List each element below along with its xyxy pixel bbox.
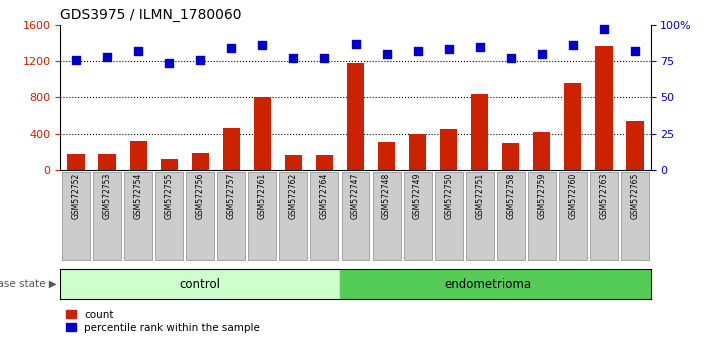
FancyBboxPatch shape — [373, 172, 400, 260]
Point — [164, 60, 175, 65]
Point — [70, 57, 82, 62]
Text: GSM572753: GSM572753 — [102, 173, 112, 219]
Text: GDS3975 / ILMN_1780060: GDS3975 / ILMN_1780060 — [60, 8, 242, 22]
Text: disease state ▶: disease state ▶ — [0, 279, 57, 289]
Bar — [409, 133, 426, 170]
Bar — [285, 155, 302, 170]
Bar — [340, 269, 651, 299]
FancyBboxPatch shape — [93, 172, 121, 260]
Bar — [60, 269, 340, 299]
Bar — [378, 142, 395, 170]
FancyBboxPatch shape — [621, 172, 649, 260]
Text: GSM572752: GSM572752 — [72, 173, 80, 219]
Bar — [161, 159, 178, 170]
Bar — [99, 154, 116, 170]
FancyBboxPatch shape — [466, 172, 493, 260]
FancyBboxPatch shape — [218, 172, 245, 260]
Point — [225, 45, 237, 51]
Bar — [565, 83, 582, 170]
FancyBboxPatch shape — [497, 172, 525, 260]
Point — [195, 57, 206, 62]
Text: GSM572760: GSM572760 — [568, 173, 577, 219]
Bar — [129, 141, 146, 170]
Text: GSM572754: GSM572754 — [134, 173, 143, 219]
Text: GSM572765: GSM572765 — [631, 173, 639, 219]
FancyBboxPatch shape — [248, 172, 277, 260]
Bar — [254, 97, 271, 170]
FancyBboxPatch shape — [341, 172, 370, 260]
Text: GSM572761: GSM572761 — [258, 173, 267, 219]
FancyBboxPatch shape — [528, 172, 556, 260]
Text: GSM572748: GSM572748 — [382, 173, 391, 219]
FancyBboxPatch shape — [559, 172, 587, 260]
Text: GSM572759: GSM572759 — [538, 173, 546, 219]
Point — [381, 51, 392, 57]
Bar — [502, 143, 519, 170]
Text: GSM572749: GSM572749 — [413, 173, 422, 219]
Text: GSM572757: GSM572757 — [227, 173, 236, 219]
Bar — [471, 94, 488, 170]
Bar — [440, 129, 457, 170]
FancyBboxPatch shape — [62, 172, 90, 260]
Point — [257, 42, 268, 48]
Text: GSM572764: GSM572764 — [320, 173, 329, 219]
FancyBboxPatch shape — [590, 172, 618, 260]
Text: GSM572762: GSM572762 — [289, 173, 298, 219]
Bar — [223, 128, 240, 170]
Bar — [68, 154, 85, 170]
Text: GSM572755: GSM572755 — [165, 173, 173, 219]
Bar — [316, 155, 333, 170]
Point — [598, 26, 609, 32]
Point — [132, 48, 144, 54]
Bar — [533, 132, 550, 170]
Point — [474, 44, 486, 49]
FancyBboxPatch shape — [155, 172, 183, 260]
Point — [288, 55, 299, 61]
Text: GSM572758: GSM572758 — [506, 173, 515, 219]
FancyBboxPatch shape — [404, 172, 432, 260]
Point — [102, 54, 113, 59]
Point — [319, 55, 330, 61]
Point — [629, 48, 641, 54]
Text: GSM572751: GSM572751 — [475, 173, 484, 219]
Text: GSM572756: GSM572756 — [196, 173, 205, 219]
Point — [505, 55, 516, 61]
Point — [443, 47, 454, 52]
Text: endometrioma: endometrioma — [444, 278, 531, 291]
Bar — [595, 46, 612, 170]
FancyBboxPatch shape — [186, 172, 214, 260]
Text: GSM572750: GSM572750 — [444, 173, 453, 219]
Point — [567, 42, 579, 48]
Point — [536, 51, 547, 57]
Text: control: control — [180, 278, 220, 291]
Point — [412, 48, 423, 54]
Legend: count, percentile rank within the sample: count, percentile rank within the sample — [65, 310, 260, 333]
Text: GSM572747: GSM572747 — [351, 173, 360, 219]
FancyBboxPatch shape — [124, 172, 152, 260]
FancyBboxPatch shape — [434, 172, 463, 260]
Bar — [347, 63, 364, 170]
FancyBboxPatch shape — [311, 172, 338, 260]
Bar — [626, 121, 643, 170]
Text: GSM572763: GSM572763 — [599, 173, 609, 219]
Point — [350, 41, 361, 46]
Bar — [192, 153, 209, 170]
FancyBboxPatch shape — [279, 172, 307, 260]
